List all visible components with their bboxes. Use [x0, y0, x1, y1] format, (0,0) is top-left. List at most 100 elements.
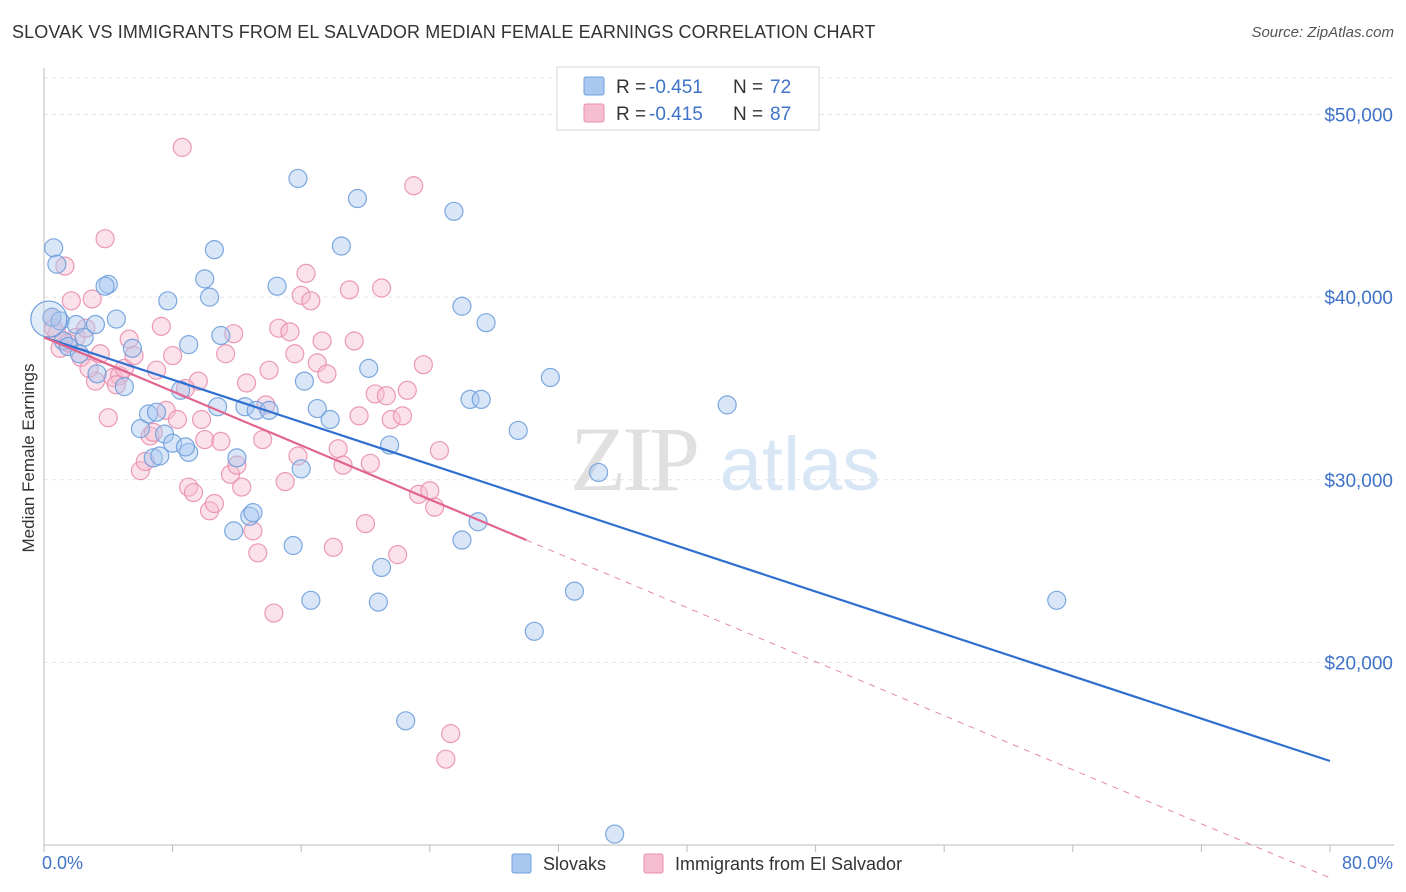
slovak-point: [294, 371, 315, 391]
salvador-point: [285, 344, 305, 364]
salvador-point: [275, 471, 295, 492]
slovak-point: [199, 287, 220, 307]
salvador-point: [429, 440, 450, 461]
salvador-point: [146, 360, 167, 380]
watermark-atlas: atlas: [720, 422, 881, 507]
slovak-point: [87, 364, 107, 384]
salvador-point: [55, 256, 75, 276]
slovak-point-large: [30, 300, 68, 338]
salvador-point: [339, 280, 360, 300]
salvador-point: [140, 426, 160, 446]
salvador-point: [183, 482, 204, 503]
salvador-point: [360, 453, 380, 473]
slovak-trend-line: [43, 336, 1331, 763]
slovak-point: [605, 824, 625, 844]
salvador-point: [301, 291, 321, 311]
slovak-point: [138, 404, 159, 424]
salvador-point: [355, 513, 376, 534]
salvador-point: [288, 446, 308, 466]
salvador-point: [130, 461, 151, 481]
slovak-point: [122, 338, 143, 358]
slovak-point: [114, 377, 134, 397]
salvador-point: [151, 316, 171, 336]
r-value: -0.415: [649, 104, 703, 125]
slovak-point: [240, 506, 260, 526]
salvador-point: [204, 493, 224, 514]
slovak-point: [179, 442, 199, 462]
gridlines: [44, 77, 1394, 663]
salvador-point: [280, 322, 300, 342]
slovak-point: [211, 325, 231, 346]
slovak-point: [452, 530, 472, 550]
salvador-point: [124, 345, 144, 366]
slovak-point: [85, 314, 106, 335]
slovak-point: [267, 276, 287, 296]
slovak-point: [44, 238, 64, 258]
salvador-point: [312, 331, 332, 351]
salvador-point: [98, 408, 118, 428]
salvador-point: [195, 429, 215, 450]
axes: 0.0% 80.0% Median Female Earnings: [19, 68, 1394, 873]
salvador-point: [381, 409, 401, 430]
slovak-point: [50, 311, 70, 331]
salvador-point: [344, 331, 364, 351]
salvador-point: [307, 353, 327, 373]
salvador-point: [172, 137, 192, 157]
slovak-point: [146, 402, 167, 422]
slovak-point: [150, 446, 170, 466]
slovak-point: [175, 437, 196, 457]
slovak-point: [106, 309, 126, 329]
salvador-point: [248, 543, 268, 563]
y-tick-label: $30,000: [1324, 471, 1393, 492]
salvador-point: [436, 749, 456, 769]
slovak-point: [98, 274, 118, 294]
salvador-point: [106, 375, 126, 395]
watermark-zip: ZIP: [570, 408, 697, 510]
slovak-point: [717, 395, 737, 415]
y-tick-label: $20,000: [1324, 653, 1393, 674]
slovak-point: [158, 291, 178, 311]
slovak-point: [320, 409, 340, 430]
r-label: R =: [616, 104, 646, 125]
slovak-point: [460, 389, 480, 410]
salvador-point: [236, 373, 257, 393]
y-tick-label: $50,000: [1324, 106, 1393, 127]
slovak-point: [227, 448, 247, 468]
legend-label-salvador: Immigrants from El Salvador: [675, 854, 902, 874]
slovak-point: [288, 168, 308, 189]
salvador-point: [404, 176, 424, 196]
r-value: -0.451: [649, 77, 703, 98]
slovak-point: [163, 433, 183, 453]
slovak-point: [243, 503, 263, 523]
salvador-point: [388, 545, 408, 565]
slovak-point: [452, 296, 472, 316]
salvador-point: [211, 431, 231, 452]
slovak-point: [359, 358, 379, 378]
slovak-point: [95, 276, 115, 296]
salvador-point: [253, 429, 273, 450]
y-axis-title: Median Female Earnings: [19, 364, 38, 553]
slovak-point: [347, 188, 368, 209]
slovak-point: [471, 389, 491, 410]
source-attribution: Source: ZipAtlas.com: [1251, 24, 1394, 41]
salvador-point: [269, 318, 289, 338]
salvador-point: [376, 386, 396, 406]
slovak-point: [331, 236, 351, 256]
slovak-point: [224, 521, 244, 541]
slovak-point: [476, 313, 496, 333]
slovak-point: [368, 592, 388, 612]
salvador-point: [61, 291, 81, 311]
slovak-point: [588, 462, 609, 483]
n-value: 72: [770, 77, 791, 98]
salvador-point: [163, 345, 183, 366]
stats-swatch: [583, 76, 605, 96]
slovak-point: [524, 621, 544, 641]
y-tick-labels: $20,000 $30,000 $40,000 $50,000: [1324, 106, 1393, 675]
slovak-point: [540, 367, 560, 388]
slovak-point: [301, 590, 321, 610]
x-tick-label: 80.0%: [1342, 853, 1393, 873]
slovak-point: [508, 420, 528, 441]
chart-title: SLOVAK VS IMMIGRANTS FROM EL SALVADOR ME…: [12, 22, 876, 42]
slovak-point: [179, 335, 199, 355]
salvador-point: [323, 537, 343, 557]
